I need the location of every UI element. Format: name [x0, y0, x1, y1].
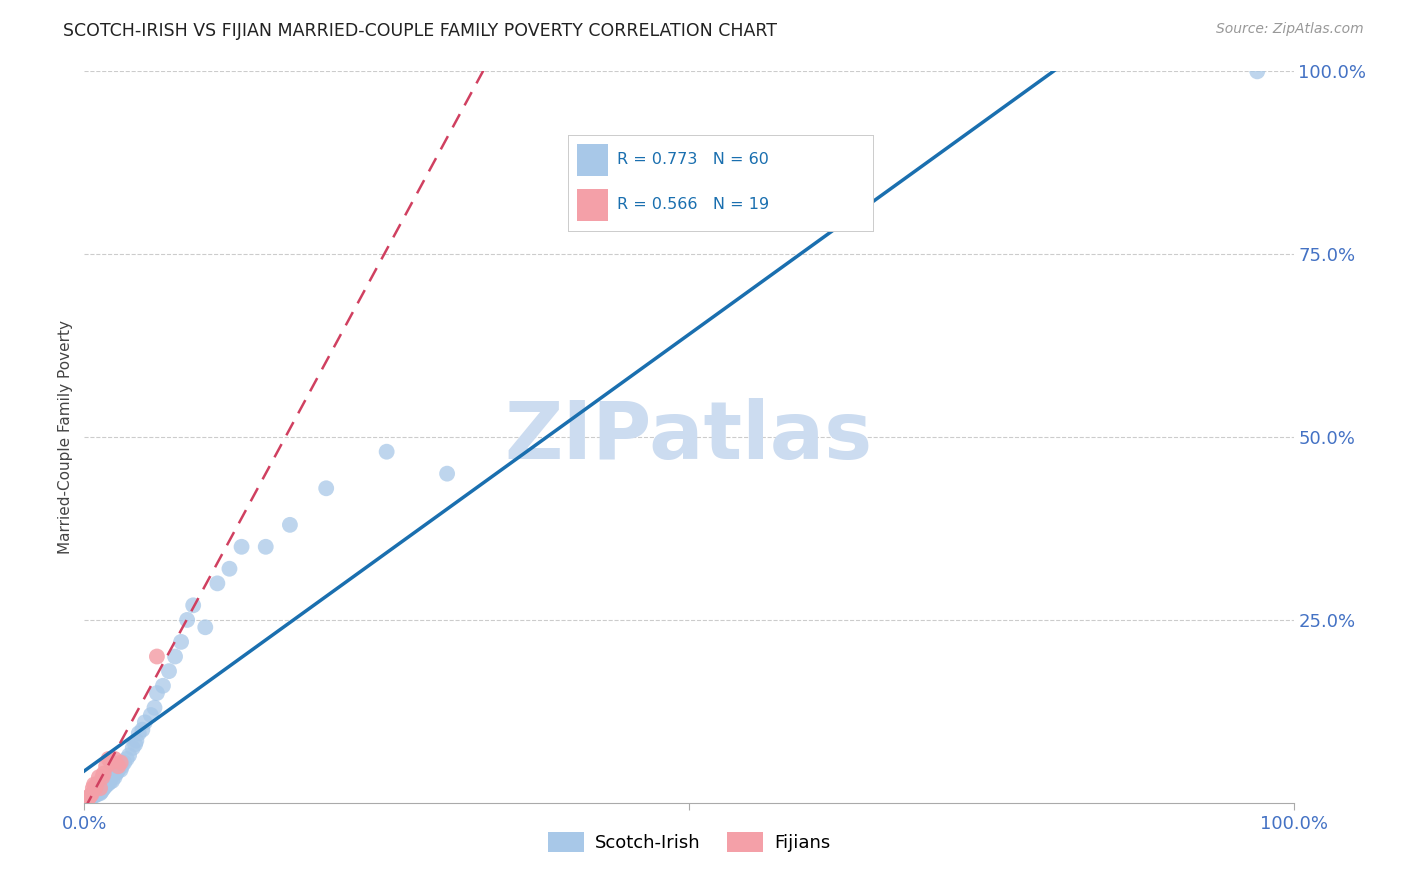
Point — [118, 748, 141, 763]
Point — [146, 649, 169, 664]
Point — [93, 778, 115, 792]
Point — [83, 778, 105, 792]
Point — [104, 752, 127, 766]
Point — [139, 708, 162, 723]
Legend: Scotch-Irish, Fijians: Scotch-Irish, Fijians — [540, 824, 838, 860]
Point — [94, 759, 117, 773]
Point — [77, 792, 100, 806]
Point — [84, 781, 107, 796]
Point — [94, 780, 117, 794]
Point — [152, 679, 174, 693]
Point — [101, 773, 124, 788]
Point — [97, 752, 120, 766]
Point — [104, 770, 127, 784]
Text: ZIPatlas: ZIPatlas — [505, 398, 873, 476]
Point — [87, 785, 110, 799]
Point — [77, 792, 100, 806]
Point — [105, 765, 128, 780]
Point — [254, 540, 277, 554]
Point — [79, 789, 101, 804]
Point — [231, 540, 253, 554]
Point — [218, 562, 240, 576]
Point — [86, 787, 108, 801]
Point — [89, 782, 111, 797]
Point — [86, 785, 108, 799]
Point — [96, 778, 118, 792]
Point — [194, 620, 217, 634]
Point — [125, 733, 148, 747]
FancyBboxPatch shape — [578, 145, 607, 176]
Text: SCOTCH-IRISH VS FIJIAN MARRIED-COUPLE FAMILY POVERTY CORRELATION CHART: SCOTCH-IRISH VS FIJIAN MARRIED-COUPLE FA… — [63, 22, 778, 40]
Point — [131, 723, 153, 737]
Point — [89, 781, 111, 796]
Point — [100, 756, 122, 770]
Point — [128, 726, 150, 740]
Point — [112, 756, 135, 770]
Point — [79, 792, 101, 806]
Point — [79, 789, 101, 803]
Point — [170, 635, 193, 649]
Point — [134, 715, 156, 730]
FancyBboxPatch shape — [578, 189, 607, 221]
Point — [83, 789, 105, 803]
Point — [91, 770, 114, 784]
Point — [80, 787, 103, 801]
Point — [115, 752, 138, 766]
Point — [86, 787, 108, 801]
Point — [77, 789, 100, 804]
Point — [100, 770, 122, 784]
Point — [97, 773, 120, 788]
Point — [83, 787, 105, 801]
Point — [124, 737, 146, 751]
Text: R = 0.566   N = 19: R = 0.566 N = 19 — [617, 197, 769, 212]
Point — [82, 781, 104, 796]
Point — [80, 789, 103, 804]
Point — [91, 782, 114, 797]
Point — [176, 613, 198, 627]
Y-axis label: Married-Couple Family Poverty: Married-Couple Family Poverty — [58, 320, 73, 554]
Point — [89, 786, 111, 800]
Text: Source: ZipAtlas.com: Source: ZipAtlas.com — [1216, 22, 1364, 37]
Point — [110, 756, 132, 770]
Point — [107, 763, 129, 777]
Point — [278, 517, 301, 532]
Point — [1246, 64, 1268, 78]
Point — [94, 778, 117, 792]
Point — [165, 649, 187, 664]
Point — [315, 481, 337, 495]
Point — [87, 770, 110, 784]
Point — [375, 444, 398, 458]
Point — [181, 599, 204, 613]
Point — [436, 467, 458, 481]
Point — [110, 763, 132, 777]
Point — [93, 781, 115, 796]
Point — [84, 789, 107, 803]
Point — [111, 759, 134, 773]
Point — [104, 766, 127, 780]
Point — [157, 664, 180, 678]
Text: R = 0.773   N = 60: R = 0.773 N = 60 — [617, 152, 769, 167]
Point — [146, 686, 169, 700]
Point — [93, 766, 115, 780]
Point — [82, 789, 104, 803]
Point — [107, 759, 129, 773]
Point — [77, 792, 100, 806]
Point — [121, 740, 143, 755]
Point — [86, 778, 108, 792]
Point — [90, 785, 112, 799]
Point — [98, 775, 121, 789]
Point — [143, 700, 166, 714]
Point — [207, 576, 229, 591]
